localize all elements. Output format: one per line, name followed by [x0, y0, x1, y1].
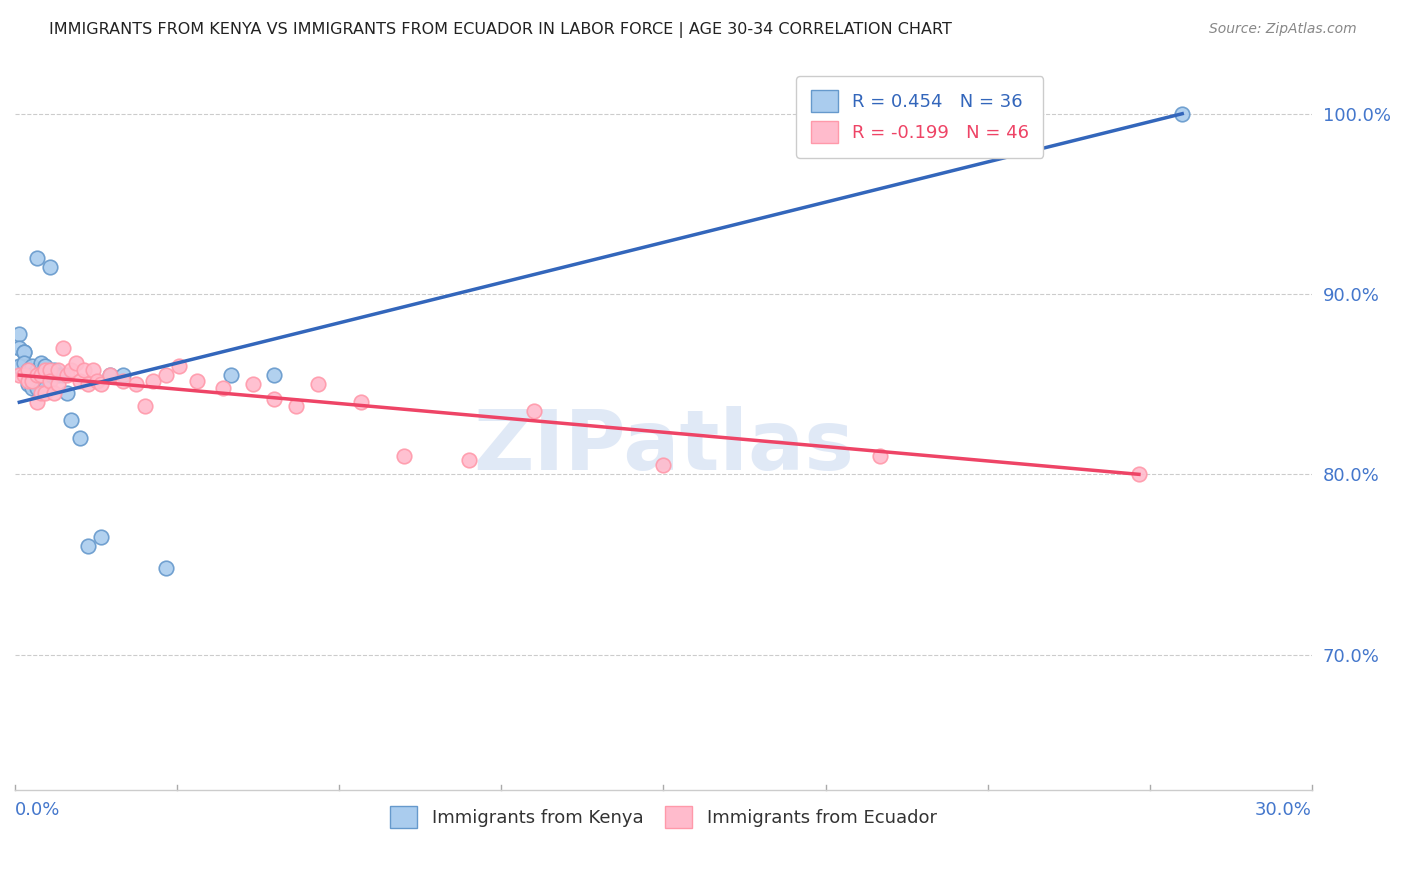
Point	[98, 368, 121, 383]
Point	[77, 377, 100, 392]
Point	[38, 374, 60, 388]
Point	[523, 404, 546, 418]
Point	[307, 377, 329, 392]
Point	[30, 386, 52, 401]
Point	[112, 368, 135, 383]
Point	[46, 363, 69, 377]
Point	[13, 355, 35, 369]
Point	[8, 359, 31, 373]
Point	[25, 251, 48, 265]
Point	[86, 374, 108, 388]
Point	[34, 359, 56, 373]
Point	[69, 374, 91, 388]
Point	[21, 359, 44, 373]
Point	[211, 381, 233, 395]
Point	[25, 395, 48, 409]
Point	[1171, 106, 1194, 120]
Point	[34, 368, 56, 383]
Point	[125, 377, 148, 392]
Text: ZIPatlas: ZIPatlas	[472, 406, 853, 487]
Point	[1128, 467, 1150, 482]
Point	[17, 363, 39, 377]
Point	[17, 374, 39, 388]
Point	[458, 453, 481, 467]
Point	[350, 395, 373, 409]
Point	[34, 381, 56, 395]
Text: 0.0%: 0.0%	[15, 801, 60, 819]
Point	[34, 363, 56, 377]
Point	[8, 368, 31, 383]
Point	[17, 377, 39, 392]
Point	[219, 368, 242, 383]
Point	[60, 413, 83, 427]
Point	[17, 368, 39, 383]
Point	[17, 363, 39, 377]
Text: 30.0%: 30.0%	[1256, 801, 1312, 819]
Point	[90, 377, 112, 392]
Point	[17, 368, 39, 383]
Point	[82, 363, 104, 377]
Point	[652, 458, 675, 473]
Point	[51, 341, 73, 355]
Point	[13, 344, 35, 359]
Point	[263, 392, 285, 406]
Point	[42, 363, 65, 377]
Point	[38, 260, 60, 274]
Point	[65, 355, 87, 369]
Point	[21, 368, 44, 383]
Point	[112, 374, 135, 388]
Point	[155, 368, 177, 383]
Point	[25, 363, 48, 377]
Point	[25, 368, 48, 383]
Point	[13, 344, 35, 359]
Point	[13, 368, 35, 383]
Point	[8, 341, 31, 355]
Point	[30, 363, 52, 377]
Point	[242, 377, 264, 392]
Legend: Immigrants from Kenya, Immigrants from Ecuador: Immigrants from Kenya, Immigrants from E…	[382, 799, 943, 836]
Point	[46, 377, 69, 392]
Point	[169, 359, 191, 373]
Point	[34, 386, 56, 401]
Point	[51, 368, 73, 383]
Point	[30, 355, 52, 369]
Point	[142, 374, 165, 388]
Point	[69, 431, 91, 445]
Point	[38, 363, 60, 377]
Point	[392, 450, 415, 464]
Point	[21, 374, 44, 388]
Point	[60, 363, 83, 377]
Point	[8, 326, 31, 341]
Point	[42, 386, 65, 401]
Point	[25, 381, 48, 395]
Point	[263, 368, 285, 383]
Point	[30, 368, 52, 383]
Point	[285, 399, 308, 413]
Point	[98, 368, 121, 383]
Point	[134, 399, 156, 413]
Point	[21, 381, 44, 395]
Text: Source: ZipAtlas.com: Source: ZipAtlas.com	[1209, 22, 1357, 37]
Point	[56, 386, 79, 401]
Point	[77, 540, 100, 554]
Point	[46, 368, 69, 383]
Text: IMMIGRANTS FROM KENYA VS IMMIGRANTS FROM ECUADOR IN LABOR FORCE | AGE 30-34 CORR: IMMIGRANTS FROM KENYA VS IMMIGRANTS FROM…	[49, 22, 952, 38]
Point	[73, 363, 96, 377]
Point	[869, 450, 891, 464]
Point	[90, 531, 112, 545]
Point	[155, 561, 177, 575]
Point	[186, 374, 208, 388]
Point	[56, 368, 79, 383]
